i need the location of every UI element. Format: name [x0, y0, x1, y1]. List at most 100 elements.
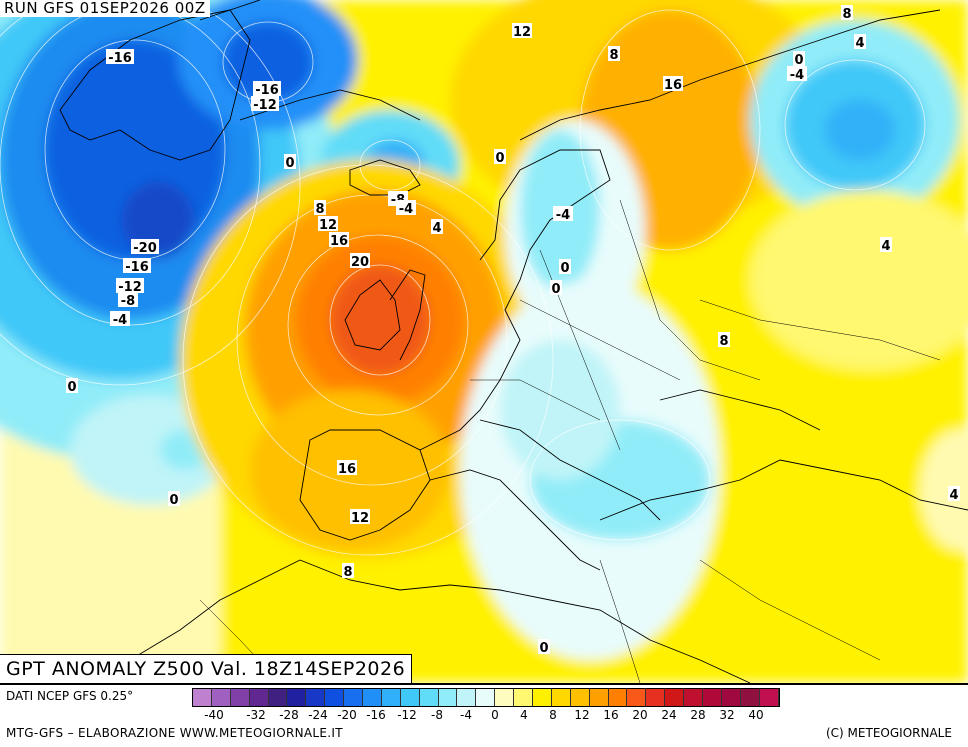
scale-swatch — [363, 689, 382, 706]
contour-label: -12 — [253, 98, 277, 113]
contour-label: -8 — [121, 294, 135, 309]
anomaly-fields — [0, 0, 968, 683]
coastlines — [59, 0, 968, 683]
anomaly-map: -16-16-120-8-481216420-20-16-12-8-400161… — [0, 0, 968, 683]
scale-tick-label: -20 — [337, 708, 357, 722]
copyright-text: (C) METEOGIORNALE — [826, 726, 952, 740]
scale-swatch — [249, 689, 269, 706]
contour-label: -4 — [399, 202, 413, 217]
scale-tick-label: 24 — [661, 708, 677, 722]
contour-label: -12 — [118, 280, 142, 295]
contour-label-bg — [314, 200, 326, 215]
footer: DATI NCEP GFS 0.25° -40 -32 -28 -24 -20 -16 -1… — [0, 683, 968, 747]
contour-label-bg — [396, 200, 416, 215]
contour-label: -16 — [125, 260, 149, 275]
scale-swatch — [476, 689, 496, 706]
contour-label-bg — [559, 259, 571, 274]
contour-label-bg — [329, 232, 349, 247]
scale-swatch — [457, 689, 477, 706]
scale-tick-label: -24 — [308, 708, 328, 722]
data-source: DATI NCEP GFS 0.25° — [6, 689, 134, 703]
contour-label-bg — [318, 216, 338, 231]
scale-tick-label: -40 — [204, 708, 224, 722]
contour-label-bg — [663, 76, 683, 91]
credit-text: MTG-GFS – ELABORAZIONE WWW.METEOGIORNALE… — [6, 726, 343, 740]
contour-label-bg — [718, 332, 730, 347]
contour-label-bg — [948, 486, 960, 501]
scale-swatch — [665, 689, 685, 706]
contour-label-bg — [131, 239, 159, 254]
contour-label: 0 — [794, 53, 803, 68]
scale-swatch — [703, 689, 722, 706]
contour-label-bg — [168, 491, 180, 506]
contour-label-bg — [342, 563, 354, 578]
contour-label: 4 — [949, 488, 958, 503]
contour-label: 12 — [351, 511, 369, 526]
contour-label-bg — [880, 237, 892, 252]
contour-label: 12 — [319, 218, 337, 233]
contour-label: -4 — [790, 68, 804, 83]
contour-label-bg — [118, 292, 138, 307]
scale-swatch — [287, 689, 307, 706]
scale-swatch — [325, 689, 345, 706]
contour-label: 0 — [495, 151, 504, 166]
borders — [199, 199, 941, 683]
scale-tick-label: -32 — [246, 708, 266, 722]
contour-label-bg — [431, 219, 443, 234]
scale-tick-label: 32 — [719, 708, 735, 722]
scale-swatch — [759, 689, 779, 706]
scale-tick-label: 4 — [520, 708, 528, 722]
scale-tick-label: 40 — [748, 708, 764, 722]
scale-tick-label: -16 — [366, 708, 386, 722]
contour-label: 16 — [338, 462, 356, 477]
scale-swatch — [627, 689, 647, 706]
scale-tick-label: -28 — [279, 708, 299, 722]
contour-label-bg — [608, 46, 620, 61]
scale-swatch — [230, 689, 250, 706]
contour-label: -4 — [556, 208, 570, 223]
contour-label-bg — [538, 639, 550, 654]
contour-label-bg — [251, 96, 279, 111]
contour-label: 16 — [664, 78, 682, 93]
contour-label-bg — [841, 5, 853, 20]
scale-tick-label: 0 — [491, 708, 499, 722]
scale-swatch — [193, 689, 212, 706]
scale-swatch — [419, 689, 439, 706]
contour-label: 8 — [315, 202, 324, 217]
scale-swatch — [551, 689, 571, 706]
scale-swatch — [400, 689, 420, 706]
contour-label-bg — [110, 311, 130, 326]
contour-label: 8 — [842, 7, 851, 22]
scale-swatch — [684, 689, 704, 706]
scale-tick-label: -8 — [431, 708, 443, 722]
contour-label-bg — [854, 34, 866, 49]
scale-swatch — [268, 689, 288, 706]
scale-tick-label: -12 — [397, 708, 417, 722]
scale-tick-label: 8 — [549, 708, 557, 722]
contour-label-bg — [253, 81, 281, 96]
scale-swatch — [344, 689, 364, 706]
scale-swatch — [589, 689, 609, 706]
scale-swatch — [306, 689, 326, 706]
contour-label: -4 — [113, 313, 127, 328]
contour-label-bg — [284, 154, 296, 169]
contour-label: 0 — [539, 641, 548, 656]
contour-label: 0 — [560, 261, 569, 276]
contour-label-bg — [512, 23, 532, 38]
contour-label: -20 — [133, 241, 157, 256]
scale-swatch — [514, 689, 534, 706]
scale-swatch — [495, 689, 515, 706]
contour-label-bg — [494, 149, 506, 164]
contour-label-bg — [550, 280, 562, 295]
scale-tick-label: 16 — [603, 708, 619, 722]
scale-swatch — [570, 689, 590, 706]
contour-label: 4 — [432, 221, 441, 236]
contour-label: -16 — [108, 51, 132, 66]
contour-label: 0 — [169, 493, 178, 508]
contour-label: 8 — [609, 48, 618, 63]
contour-label-bg — [350, 253, 370, 268]
color-scale — [192, 688, 780, 707]
scale-swatch — [721, 689, 741, 706]
scale-swatch — [381, 689, 401, 706]
contour-label-bg — [793, 51, 805, 66]
